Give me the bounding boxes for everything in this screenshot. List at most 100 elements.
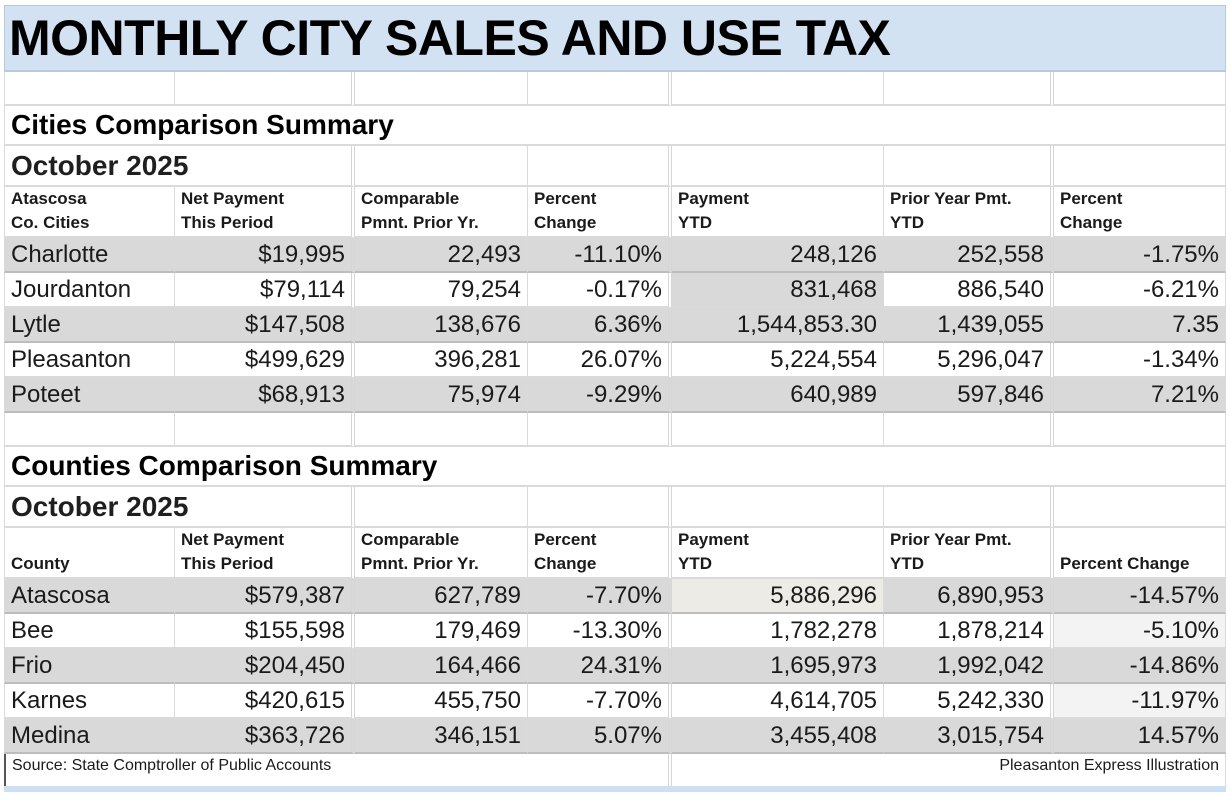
prior-payment: 75,974 (355, 378, 528, 413)
prior-payment: 396,281 (355, 343, 528, 378)
table-row: Poteet $68,913 75,974 -9.29% 640,989 597… (4, 378, 1226, 413)
ytd-pct-change: -1.75% (1054, 238, 1226, 273)
cities-period: October 2025 (4, 146, 355, 187)
tax-table: Cities Comparison Summary October 2025 A… (4, 72, 1226, 786)
prior-ytd: 252,558 (884, 238, 1054, 273)
counties-header-row: County Net Payment This Period Comparable… (4, 528, 1226, 579)
ytd-pct-change: -14.57% (1054, 579, 1226, 614)
pct-change: -13.30% (528, 614, 672, 649)
col-header-prior-ytd: Prior Year Pmt. YTD (884, 187, 1054, 238)
table-row: Charlotte $19,995 22,493 -11.10% 248,126… (4, 238, 1226, 273)
col-header-ytd: Payment YTD (672, 187, 884, 238)
net-payment: $420,615 (175, 684, 355, 719)
pct-change: -9.29% (528, 378, 672, 413)
pct-change: 6.36% (528, 308, 672, 343)
table-row: Pleasanton $499,629 396,281 26.07% 5,224… (4, 343, 1226, 378)
spacer-row (4, 413, 1226, 447)
ytd-pct-change: -11.97% (1054, 684, 1226, 719)
col-header-prior-ytd: Prior Year Pmt. YTD (884, 528, 1054, 579)
ytd-pct-change: 7.21% (1054, 378, 1226, 413)
ytd: 4,614,705 (672, 684, 884, 719)
net-payment: $579,387 (175, 579, 355, 614)
net-payment: $68,913 (175, 378, 355, 413)
ytd: 1,544,853.30 (672, 308, 884, 343)
cities-section-title: Cities Comparison Summary (4, 106, 1226, 146)
pct-change: -7.70% (528, 684, 672, 719)
prior-payment: 627,789 (355, 579, 528, 614)
net-payment: $147,508 (175, 308, 355, 343)
net-payment: $79,114 (175, 273, 355, 308)
col-header-city: Atascosa Co. Cities (4, 187, 175, 238)
col-header-prior-payment: Comparable Pmnt. Prior Yr. (355, 187, 528, 238)
source-note: Source: State Comptroller of Public Acco… (4, 754, 672, 786)
pct-change: -7.70% (528, 579, 672, 614)
ytd: 5,224,554 (672, 343, 884, 378)
table-row: Bee $155,598 179,469 -13.30% 1,782,278 1… (4, 614, 1226, 649)
row-name: Lytle (4, 308, 175, 343)
ytd: 5,886,296 (672, 579, 884, 614)
prior-ytd: 1,878,214 (884, 614, 1054, 649)
page-title: MONTHLY CITY SALES AND USE TAX (9, 10, 891, 66)
table-row: Jourdanton $79,114 79,254 -0.17% 831,468… (4, 273, 1226, 308)
ytd: 1,695,973 (672, 649, 884, 684)
row-name: Medina (4, 719, 175, 754)
prior-ytd: 886,540 (884, 273, 1054, 308)
counties-section-row: Counties Comparison Summary (4, 447, 1226, 487)
prior-ytd: 3,015,754 (884, 719, 1054, 754)
col-header-net-payment: Net Payment This Period (175, 187, 355, 238)
prior-payment: 179,469 (355, 614, 528, 649)
table-row: Atascosa $579,387 627,789 -7.70% 5,886,2… (4, 579, 1226, 614)
row-name: Frio (4, 649, 175, 684)
prior-ytd: 5,296,047 (884, 343, 1054, 378)
ytd-pct-change: -6.21% (1054, 273, 1226, 308)
col-header-prior-payment: Comparable Pmnt. Prior Yr. (355, 528, 528, 579)
ytd-pct-change: -1.34% (1054, 343, 1226, 378)
net-payment: $204,450 (175, 649, 355, 684)
counties-period: October 2025 (4, 487, 355, 528)
pct-change: -11.10% (528, 238, 672, 273)
col-header-ytd: Payment YTD (672, 528, 884, 579)
prior-ytd: 1,992,042 (884, 649, 1054, 684)
ytd: 248,126 (672, 238, 884, 273)
prior-ytd: 597,846 (884, 378, 1054, 413)
counties-section-title: Counties Comparison Summary (4, 447, 1226, 487)
ytd-pct-change: -5.10% (1054, 614, 1226, 649)
row-name: Atascosa (4, 579, 175, 614)
table-row: Lytle $147,508 138,676 6.36% 1,544,853.3… (4, 308, 1226, 343)
col-header-net-payment: Net Payment This Period (175, 528, 355, 579)
prior-payment: 455,750 (355, 684, 528, 719)
pct-change: -0.17% (528, 273, 672, 308)
table-row: Karnes $420,615 455,750 -7.70% 4,614,705… (4, 684, 1226, 719)
net-payment: $499,629 (175, 343, 355, 378)
cities-header-row: Atascosa Co. Cities Net Payment This Perio… (4, 187, 1226, 238)
ytd-pct-change: 7.35 (1054, 308, 1226, 343)
footer-row: Source: State Comptroller of Public Acco… (4, 754, 1226, 786)
counties-period-row: October 2025 (4, 487, 1226, 528)
ytd-pct-change: -14.86% (1054, 649, 1226, 684)
col-header-pct-change: Percent Change (528, 528, 672, 579)
prior-ytd: 1,439,055 (884, 308, 1054, 343)
prior-payment: 22,493 (355, 238, 528, 273)
ytd-pct-change: 14.57% (1054, 719, 1226, 754)
net-payment: $363,726 (175, 719, 355, 754)
col-header-ytd-pct-change: Percent Change (1054, 528, 1226, 579)
ytd: 640,989 (672, 378, 884, 413)
ytd: 3,455,408 (672, 719, 884, 754)
bottom-strip (4, 786, 1226, 792)
prior-payment: 138,676 (355, 308, 528, 343)
prior-payment: 346,151 (355, 719, 528, 754)
prior-payment: 79,254 (355, 273, 528, 308)
title-bar: MONTHLY CITY SALES AND USE TAX (4, 5, 1226, 72)
table-row: Medina $363,726 346,151 5.07% 3,455,408 … (4, 719, 1226, 754)
cities-section-row: Cities Comparison Summary (4, 106, 1226, 146)
prior-payment: 164,466 (355, 649, 528, 684)
ytd: 1,782,278 (672, 614, 884, 649)
tax-sheet: MONTHLY CITY SALES AND USE TAX Cities Co… (4, 5, 1226, 792)
spacer-row (4, 72, 1226, 106)
table-row: Frio $204,450 164,466 24.31% 1,695,973 1… (4, 649, 1226, 684)
credit-note: Pleasanton Express Illustration (672, 754, 1226, 786)
prior-ytd: 5,242,330 (884, 684, 1054, 719)
net-payment: $155,598 (175, 614, 355, 649)
row-name: Karnes (4, 684, 175, 719)
col-header-county: County (4, 528, 175, 579)
